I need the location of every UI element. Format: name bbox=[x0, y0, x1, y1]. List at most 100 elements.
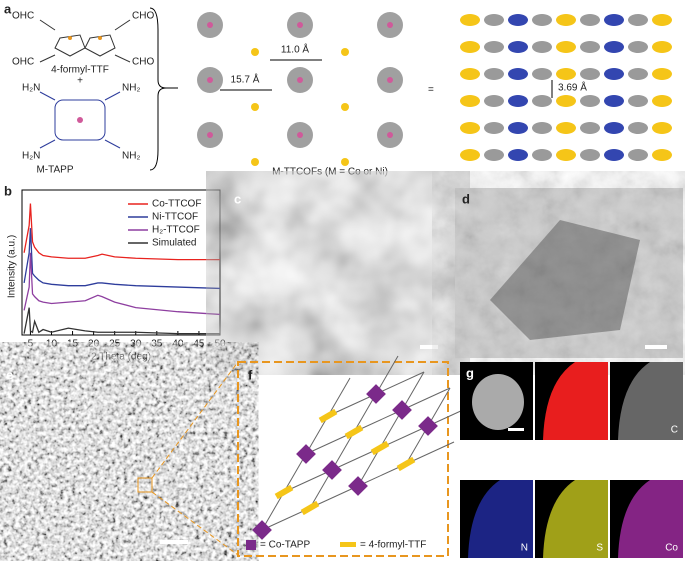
stack-unit bbox=[652, 122, 672, 134]
stack-unit bbox=[628, 95, 648, 107]
chem-label: NH₂ bbox=[122, 83, 140, 94]
panel-label: e bbox=[6, 367, 13, 382]
eds-map bbox=[618, 362, 683, 440]
panel-label: c bbox=[234, 191, 241, 206]
stack-unit bbox=[652, 41, 672, 53]
legend-label: = 4-formyl-TTF bbox=[360, 540, 426, 551]
eds-maps: g C N S Co bbox=[460, 362, 683, 558]
series-line bbox=[23, 228, 221, 290]
edge bbox=[357, 447, 381, 487]
stack-unit bbox=[580, 95, 600, 107]
edge bbox=[283, 453, 307, 493]
scale-bar bbox=[645, 345, 667, 349]
panel-label: f bbox=[248, 367, 253, 382]
tapp-structure bbox=[39, 91, 121, 149]
stack-unit bbox=[556, 68, 576, 80]
ttf-linker bbox=[251, 158, 259, 166]
plot-frame bbox=[21, 189, 221, 336]
eds-map bbox=[543, 480, 608, 558]
series-line bbox=[23, 307, 220, 335]
element-label: S bbox=[596, 543, 603, 554]
node bbox=[392, 400, 412, 420]
linker bbox=[300, 500, 320, 516]
metal-atom bbox=[297, 22, 303, 28]
edge bbox=[375, 371, 425, 395]
legend-label: Co-TTCOF bbox=[152, 199, 201, 210]
stack-unit bbox=[532, 41, 552, 53]
legend-label: H₂-TTCOF bbox=[152, 225, 200, 236]
stack-unit bbox=[484, 14, 504, 26]
stack-unit bbox=[580, 122, 600, 134]
stack-unit bbox=[532, 95, 552, 107]
stack-unit bbox=[652, 149, 672, 161]
stack-unit bbox=[628, 41, 648, 53]
edge bbox=[405, 425, 429, 465]
stack-unit bbox=[460, 149, 480, 161]
edge bbox=[353, 393, 377, 433]
edge bbox=[331, 431, 355, 471]
ttf-linker bbox=[341, 48, 349, 56]
chem-label: NH₂ bbox=[122, 151, 140, 162]
stack-unit bbox=[508, 95, 528, 107]
stack-unit bbox=[604, 68, 624, 80]
edge bbox=[401, 371, 425, 411]
node bbox=[366, 384, 386, 404]
panel-label: b bbox=[4, 183, 12, 198]
chem-label: H₂N bbox=[22, 151, 40, 162]
x-tick-label: 10 bbox=[46, 339, 58, 350]
node bbox=[418, 416, 438, 436]
stack-unit bbox=[532, 149, 552, 161]
x-tick-label: 40 bbox=[172, 339, 184, 350]
stack-unit bbox=[460, 41, 480, 53]
stack-unit bbox=[556, 95, 576, 107]
stack-unit bbox=[580, 68, 600, 80]
scale-bar bbox=[160, 540, 188, 544]
chem-label: OHC bbox=[12, 11, 34, 22]
stack-unit bbox=[460, 68, 480, 80]
lattice bbox=[252, 355, 477, 540]
panel-label: g bbox=[466, 365, 474, 380]
ttf-linker bbox=[251, 48, 259, 56]
legend-swatch bbox=[246, 540, 256, 550]
framework bbox=[197, 12, 403, 166]
stacking bbox=[460, 14, 672, 161]
linker bbox=[274, 484, 294, 500]
compound-name: M-TAPP bbox=[36, 165, 73, 176]
metal-atom bbox=[297, 132, 303, 138]
node bbox=[322, 460, 342, 480]
stack-unit bbox=[652, 68, 672, 80]
metal-atom bbox=[207, 132, 213, 138]
caption: M-TTCOFs (M = Co or Ni) bbox=[272, 167, 388, 178]
series-line bbox=[23, 203, 220, 261]
zoom-box bbox=[137, 477, 153, 493]
stack-unit bbox=[460, 122, 480, 134]
ttf-linker bbox=[341, 103, 349, 111]
x-tick-label: 35 bbox=[151, 339, 163, 350]
legend-label: = Co-TAPP bbox=[260, 540, 310, 551]
stack-unit bbox=[628, 68, 648, 80]
ttf-linker bbox=[341, 158, 349, 166]
stack-unit bbox=[604, 149, 624, 161]
eds-map bbox=[543, 362, 608, 440]
metal-atom bbox=[297, 77, 303, 83]
x-tick-label: 30 bbox=[130, 339, 142, 350]
ttf-linker bbox=[251, 103, 259, 111]
linker bbox=[344, 424, 364, 440]
y-axis-title: Intensity (a.u.) bbox=[7, 235, 18, 298]
dimension: 11.0 Å bbox=[281, 43, 309, 56]
legend-label: Simulated bbox=[152, 238, 196, 249]
metal-atom bbox=[387, 77, 393, 83]
x-tick-label: 5 bbox=[28, 339, 34, 350]
x-tick-label: 45 bbox=[193, 339, 205, 350]
stack-unit bbox=[604, 95, 624, 107]
metal-atom bbox=[207, 22, 213, 28]
stack-unit bbox=[580, 149, 600, 161]
node bbox=[296, 444, 316, 464]
linker bbox=[396, 456, 416, 472]
stack-unit bbox=[484, 149, 504, 161]
stack-unit bbox=[652, 14, 672, 26]
stack-unit bbox=[508, 68, 528, 80]
metal-atom bbox=[207, 77, 213, 83]
stack-unit bbox=[460, 14, 480, 26]
